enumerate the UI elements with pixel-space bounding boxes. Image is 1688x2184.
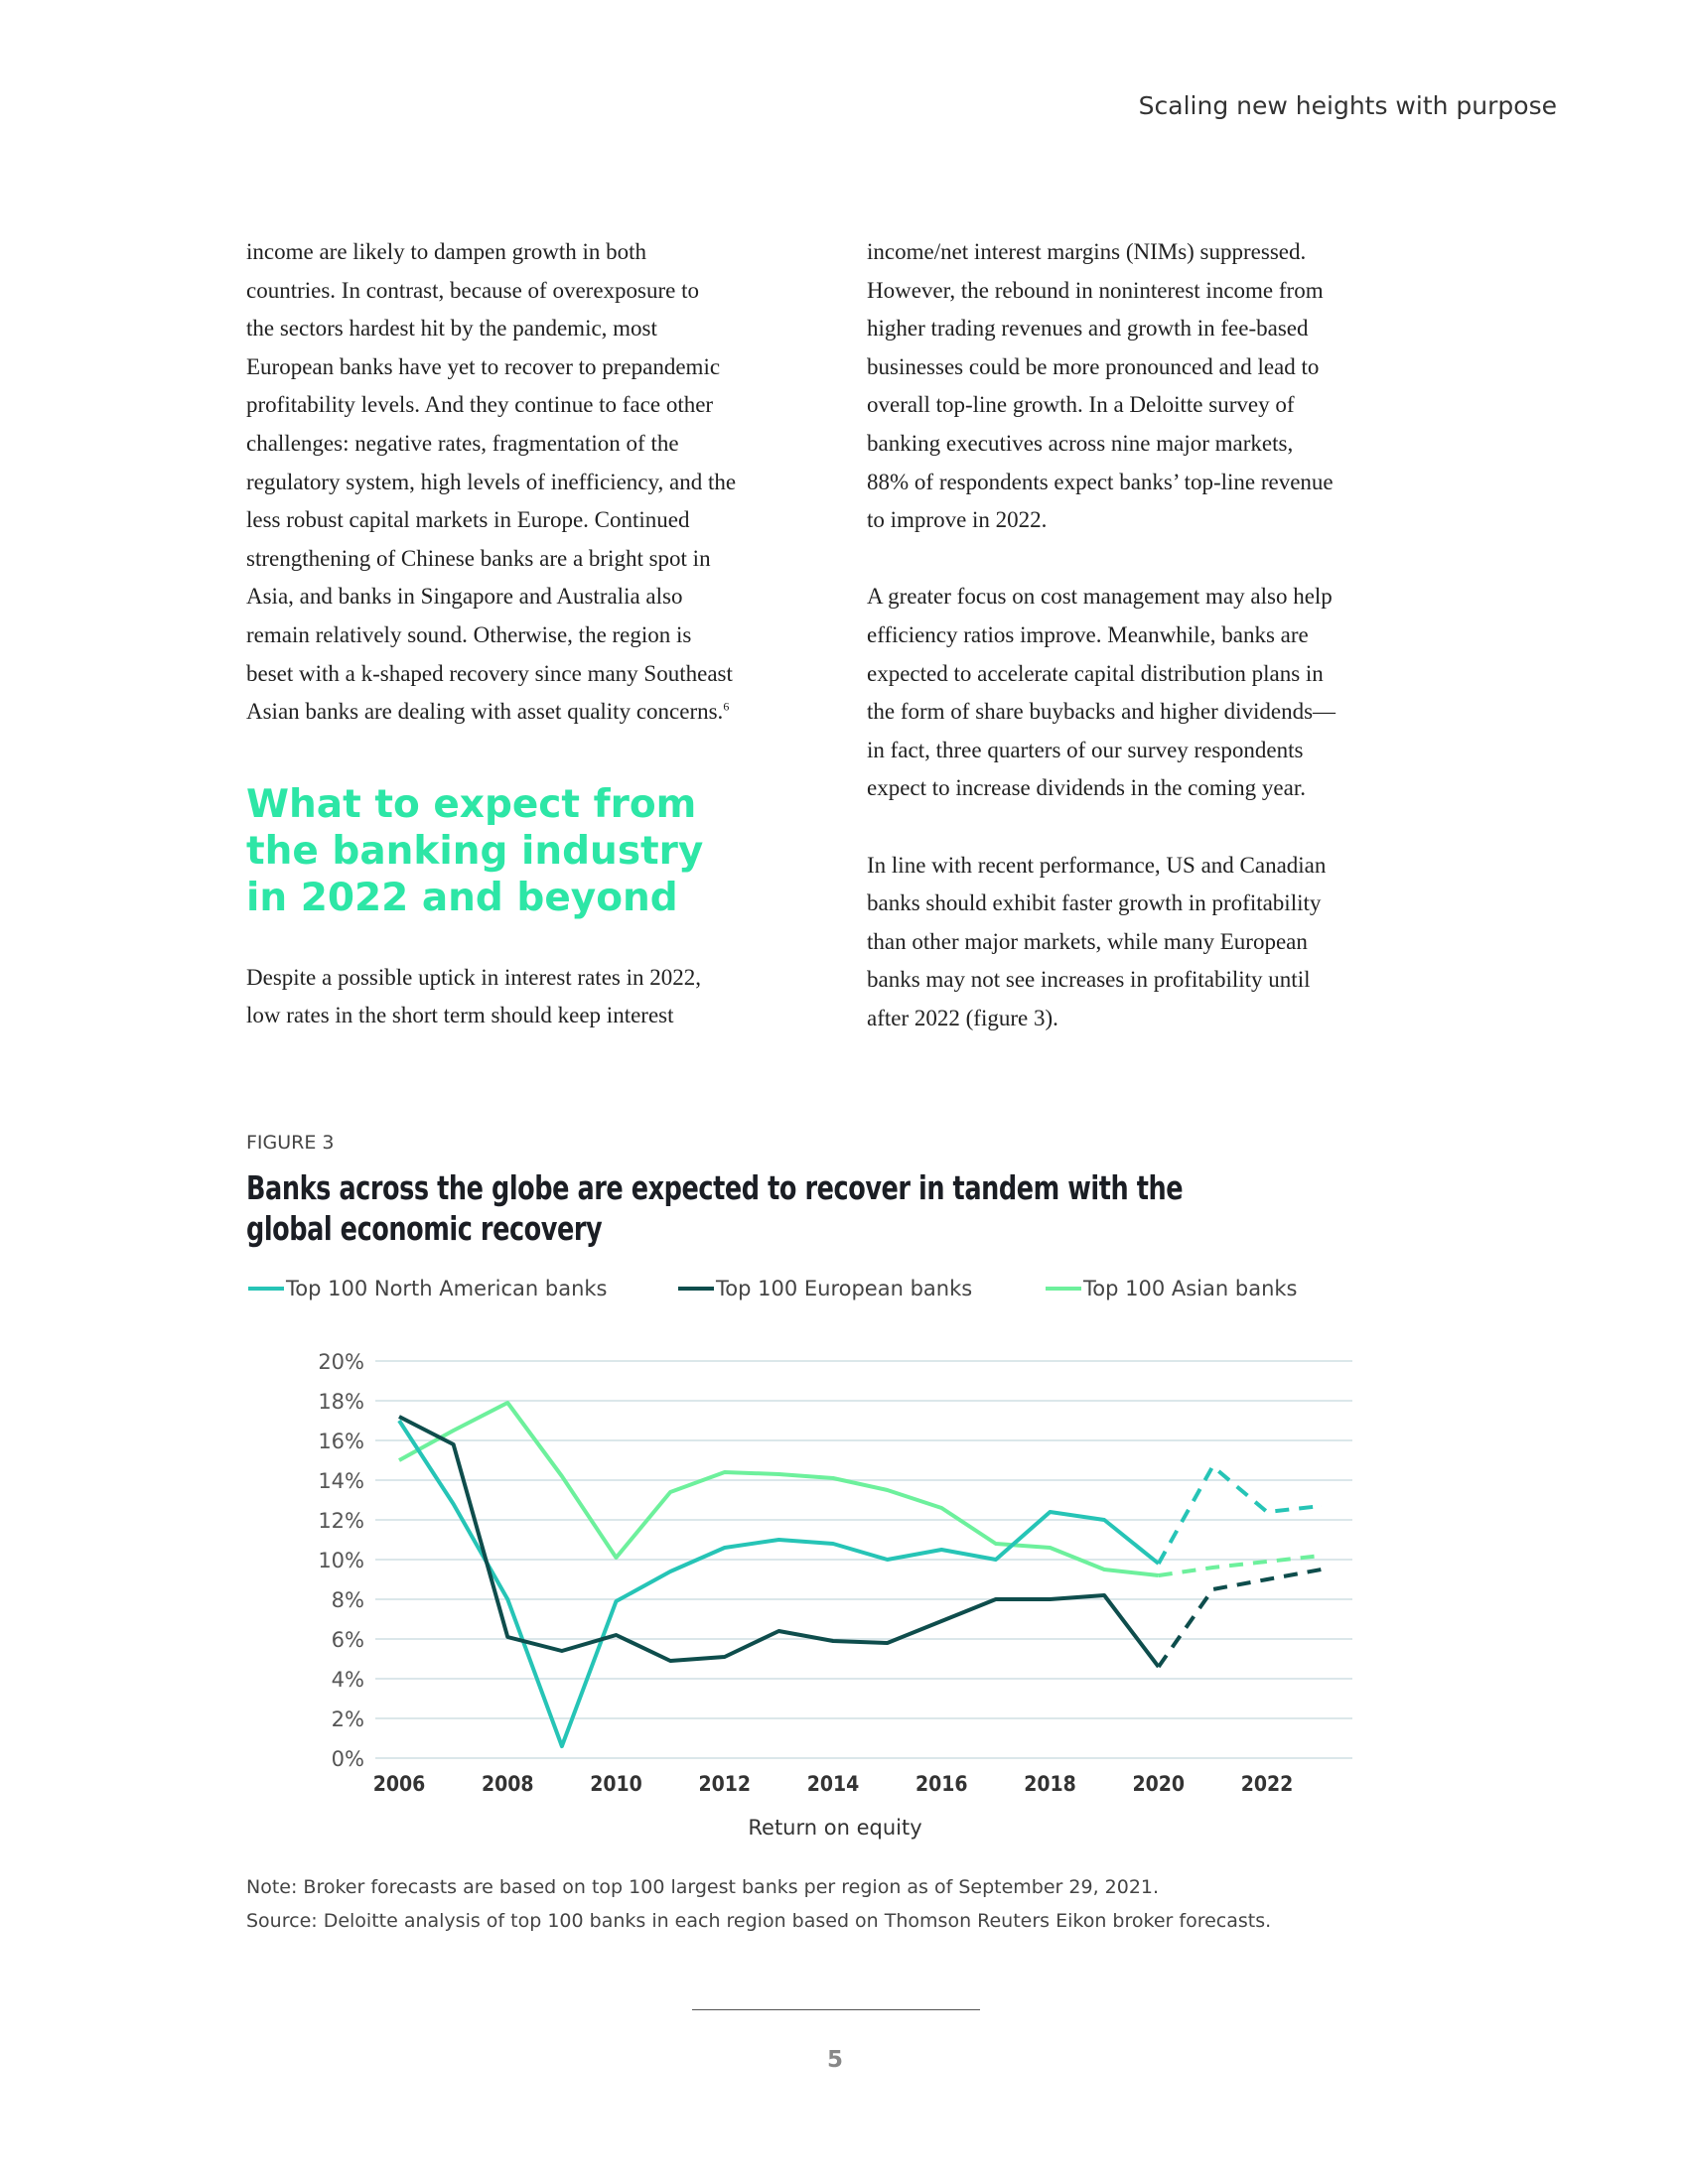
legend-label: Top 100 North American banks (286, 1277, 608, 1300)
x-tick-label: 2012 (698, 1772, 751, 1796)
text-line: income are likely to dampen growth in bo… (246, 239, 647, 264)
text-line: the sectors hardest hit by the pandemic,… (246, 316, 657, 341)
series-line-2 (398, 1401, 1159, 1577)
figure-note: Note: Broker forecasts are based on top … (246, 1876, 1160, 1898)
text-line: beset with a k-shaped recovery since man… (246, 660, 733, 686)
text-line: expected to accelerate capital distribut… (867, 660, 1324, 686)
text-line: profitability levels. And they continue … (246, 392, 714, 418)
figure-source: Source: Deloitte analysis of top 100 ban… (246, 1910, 1272, 1932)
x-axis-label: Return on equity (748, 1816, 921, 1840)
y-tick-label: 6% (332, 1628, 364, 1652)
series-forecast-line-0 (1157, 1462, 1322, 1565)
paragraph: income are likely to dampen growth in bo… (246, 233, 842, 732)
text-line: European banks have yet to recover to pr… (246, 353, 721, 379)
x-tick-label: 2020 (1132, 1772, 1185, 1796)
line-chart: 0% 2% 4% 6% 8% 10% 12% 14% 16% 18% 20% 2006 2008 2010… (318, 1350, 1352, 1840)
footer-divider (692, 2009, 980, 2010)
legend-label: Top 100 Asian banks (1083, 1277, 1298, 1300)
text-line: to improve in 2022. (867, 507, 1048, 533)
left-column: income are likely to dampen growth in bo… (246, 233, 842, 1035)
y-tick-label: 2% (332, 1707, 364, 1731)
chart-legend: Top 100 North American banks Top 100 Eur… (248, 1277, 1297, 1300)
text-line: Asian banks are dealing with asset quali… (246, 699, 730, 725)
text-line: Asia, and banks in Singapore and Austral… (246, 584, 683, 610)
series-forecast-line-1 (1157, 1568, 1322, 1669)
legend-swatch (248, 1287, 284, 1291)
x-tick-label: 2010 (590, 1772, 642, 1796)
text-line: countries. In contrast, because of overe… (246, 277, 700, 303)
text-line: low rates in the short term should keep … (246, 1003, 674, 1028)
x-tick-label: 2006 (373, 1772, 426, 1796)
x-tick-label: 2018 (1024, 1772, 1076, 1796)
text-line: in 2022 and beyond (246, 875, 678, 920)
text-line: higher trading revenues and growth in fe… (867, 316, 1309, 341)
text-line: after 2022 (figure 3). (867, 1005, 1058, 1030)
page-number: 5 (826, 2047, 843, 2073)
text-line: banks should exhibit faster growth in pr… (867, 890, 1322, 916)
x-tick-label: 2016 (915, 1772, 968, 1796)
text-line: In line with recent performance, US and … (867, 852, 1327, 878)
figure-label: FIGURE 3 (246, 1132, 335, 1154)
x-tick-label: 2022 (1241, 1772, 1294, 1796)
y-tick-label: 16% (318, 1430, 364, 1453)
paragraph: income/net interest margins (NIMs) suppr… (867, 233, 1463, 540)
figure-notes: Note: Broker forecasts are based on top … (246, 1870, 1271, 1938)
legend-swatch (678, 1287, 714, 1291)
legend-item-asian: Top 100 Asian banks (1046, 1277, 1297, 1300)
text-line: strengthening of Chinese banks are a bri… (246, 545, 711, 571)
paragraph: In line with recent performance, US and … (867, 847, 1463, 1038)
text-line: banking executives across nine major mar… (867, 430, 1294, 456)
text-line: businesses could be more pronounced and … (867, 353, 1320, 379)
text-line: the banking industry (246, 828, 704, 874)
y-tick-label: 4% (332, 1668, 364, 1692)
x-tick-label: 2014 (807, 1772, 860, 1796)
series-forecast-line-2 (1158, 1554, 1322, 1577)
text-line: less robust capital markets in Europe. C… (246, 507, 690, 533)
text-line: efficiency ratios improve. Meanwhile, ba… (867, 621, 1309, 647)
paragraph: Despite a possible uptick in interest ra… (246, 959, 842, 1035)
text-line: in fact, three quarters of our survey re… (867, 737, 1304, 762)
paragraph: A greater focus on cost management may a… (867, 578, 1463, 808)
legend-label: Top 100 European banks (716, 1277, 973, 1300)
legend-swatch (1046, 1287, 1081, 1291)
y-tick-label: 12% (318, 1509, 364, 1533)
text-line: than other major markets, while many Eur… (867, 928, 1308, 954)
text-line: challenges: negative rates, fragmentatio… (246, 430, 679, 456)
running-header: Scaling new heights with purpose (1138, 91, 1557, 120)
y-tick-label: 10% (318, 1549, 364, 1572)
text-line: Despite a possible uptick in interest ra… (246, 964, 701, 990)
text-line: remain relatively sound. Otherwise, the … (246, 621, 692, 647)
text-line: However, the rebound in noninterest inco… (867, 277, 1324, 303)
text-line: income/net interest margins (NIMs) suppr… (867, 239, 1307, 264)
text-line: expect to increase dividends in the comi… (867, 775, 1306, 801)
text-line: the form of share buybacks and higher di… (867, 699, 1336, 725)
y-tick-label: 20% (318, 1350, 364, 1374)
y-tick-label: 18% (318, 1390, 364, 1414)
x-tick-label: 2008 (482, 1772, 534, 1796)
section-heading: What to expect from the banking industry i… (246, 781, 842, 921)
y-tick-label: 0% (332, 1747, 364, 1771)
right-column: income/net interest margins (NIMs) suppr… (867, 233, 1463, 1037)
text-line: What to expect from (246, 781, 697, 827)
text-line: 88% of respondents expect banks’ top-lin… (867, 469, 1334, 494)
legend-item-european: Top 100 European banks (678, 1277, 1046, 1300)
text-line: regulatory system, high levels of ineffi… (246, 469, 737, 494)
text-line: banks may not see increases in profitabi… (867, 967, 1311, 993)
series-line-0 (397, 1419, 1161, 1748)
text-line: A greater focus on cost management may a… (867, 584, 1333, 610)
footnote-reference[interactable]: 6 (723, 699, 730, 714)
y-tick-label: 8% (332, 1588, 364, 1612)
figure-title: Banks across the globe are expected to r… (246, 1168, 1184, 1248)
legend-item-north-american: Top 100 North American banks (248, 1277, 678, 1300)
y-tick-label: 14% (318, 1469, 364, 1493)
text-line: overall top-line growth. In a Deloitte s… (867, 392, 1295, 418)
